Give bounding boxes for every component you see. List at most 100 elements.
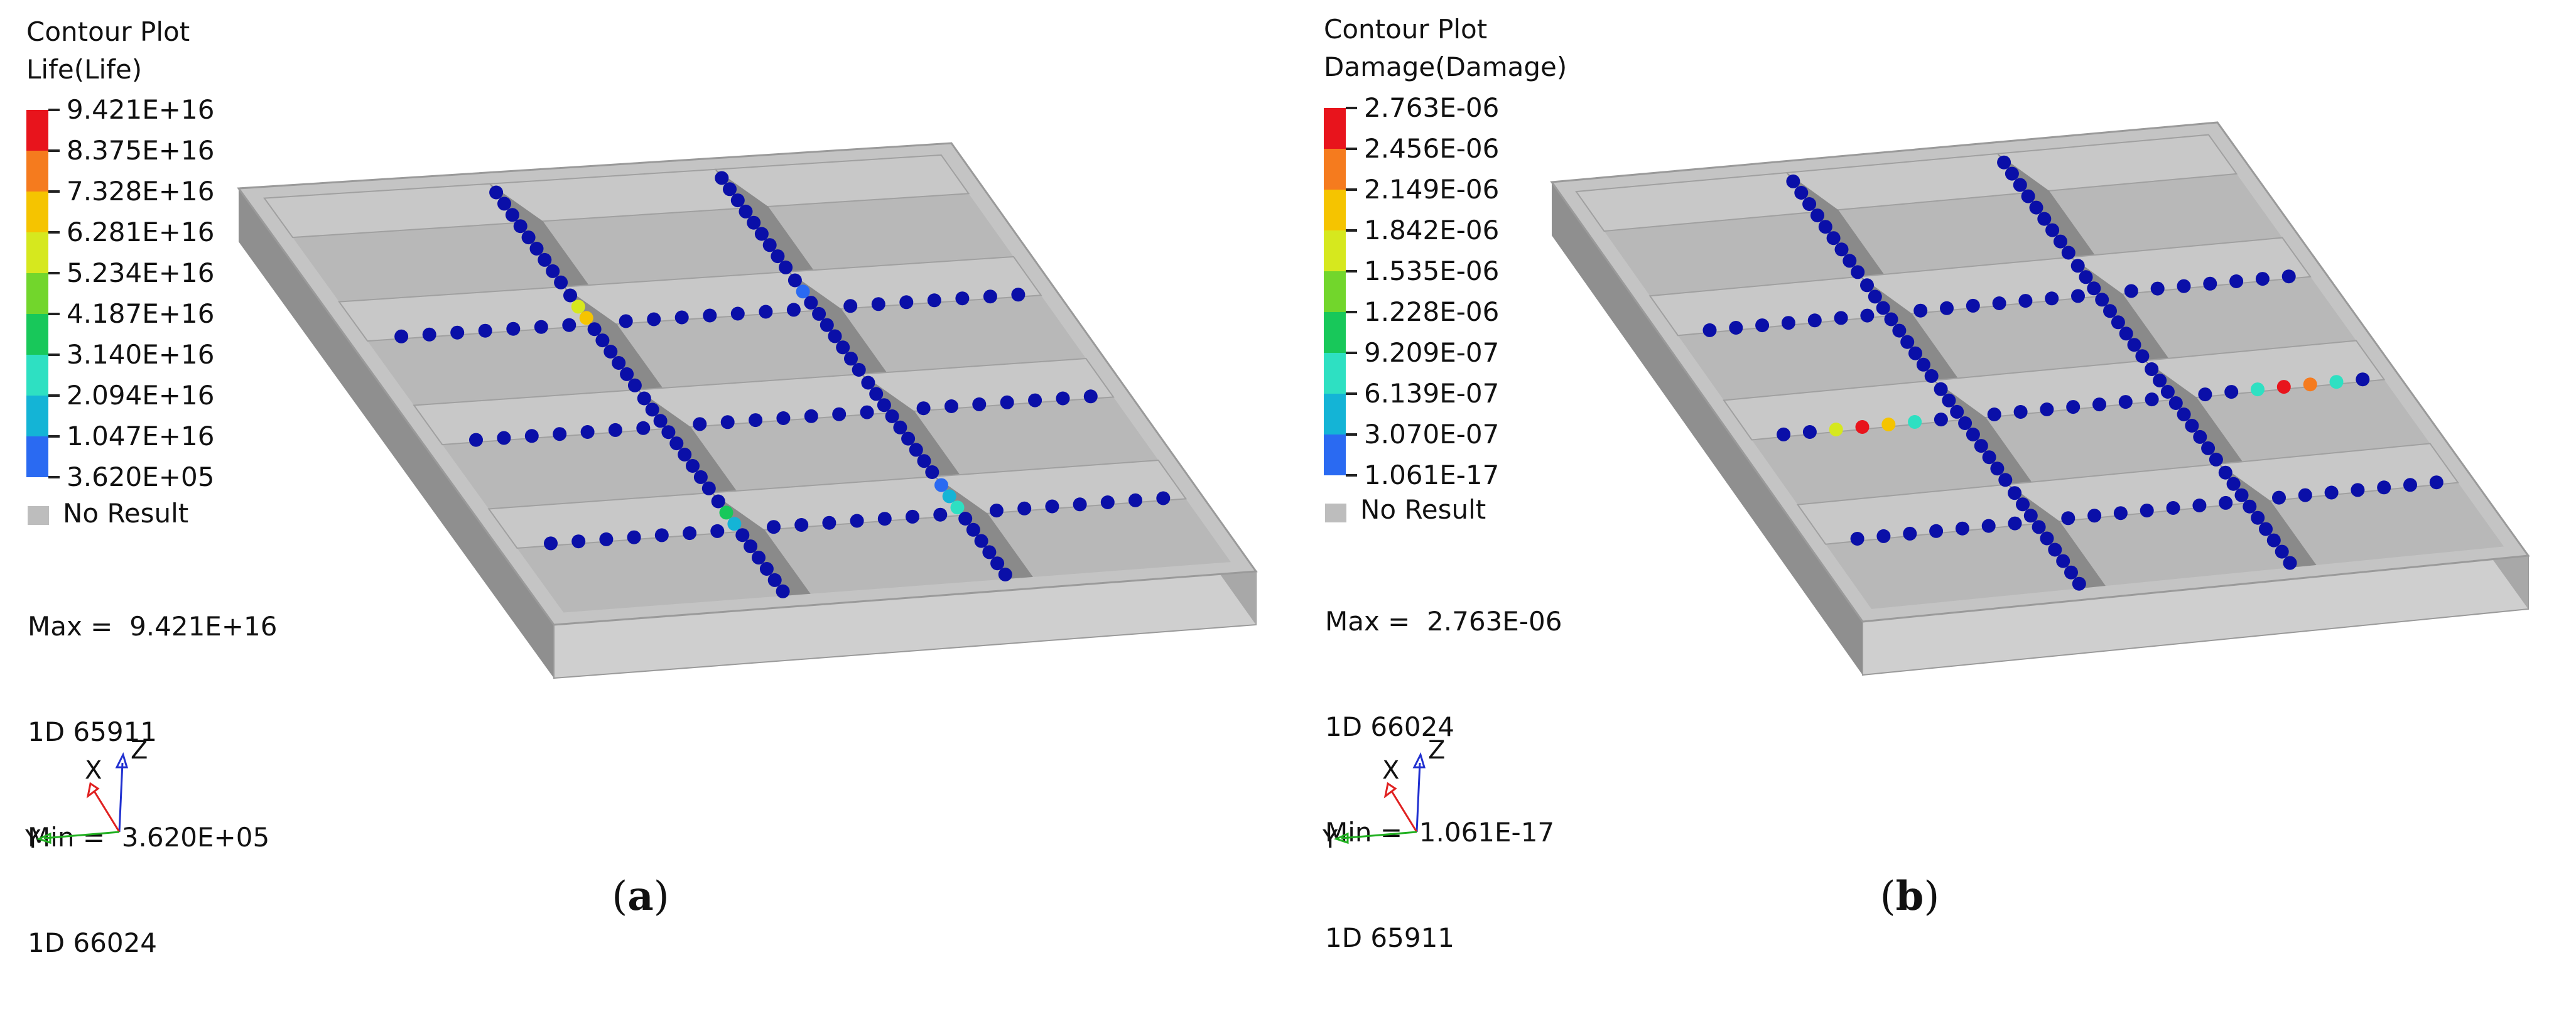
weld-node [974, 534, 988, 548]
legend-tick [1346, 311, 1357, 313]
weld-node [2276, 380, 2291, 394]
no-result-swatch [1325, 504, 1346, 522]
min-element: 1D 66024 [28, 927, 158, 958]
legend-swatch [26, 396, 48, 436]
weld-node [2072, 576, 2086, 591]
weld-node [2351, 483, 2365, 497]
weld-node [2160, 385, 2175, 399]
legend-swatch [26, 192, 48, 232]
weld-node [1045, 499, 1059, 514]
weld-node [1916, 357, 1930, 372]
legend-row: 6.139E-07 [1324, 378, 1613, 435]
panel-b: Contour Plot Damage(Damage) 2.763E-06 2.4… [1288, 0, 2576, 955]
legend-tick [1346, 392, 1357, 395]
weld-node [776, 411, 791, 425]
legend-swatch [26, 273, 48, 314]
weld-node [701, 481, 716, 495]
weld-node [2095, 293, 2109, 307]
weld-node [2037, 212, 2052, 226]
weld-node [1702, 323, 1717, 337]
weld-node [1860, 308, 1875, 323]
weld-node [767, 520, 781, 534]
y-axis-label: Y [25, 825, 41, 854]
legend-tick [48, 435, 60, 438]
plot-title: Contour Plot [1324, 14, 1488, 45]
weld-node [972, 397, 987, 411]
weld-node [2266, 533, 2281, 548]
z-axis-label: Z [1428, 736, 1445, 765]
tray-model-b [1550, 121, 2530, 676]
weld-node [2281, 269, 2296, 284]
legend-swatch [1324, 230, 1346, 271]
y-axis-label: Y [1323, 825, 1338, 854]
weld-node [497, 431, 511, 445]
weld-node [1934, 382, 1948, 396]
weld-node [538, 252, 552, 267]
legend-row: 3.140E+16 [26, 339, 315, 396]
weld-node [735, 528, 750, 542]
legend-swatch [1324, 312, 1346, 353]
weld-node [901, 431, 916, 446]
weld-node [759, 562, 774, 576]
legend-row: 2.149E-06 [1324, 174, 1613, 230]
weld-node [513, 219, 528, 234]
figure-caption-a: (a) [612, 873, 669, 920]
legend-tick [48, 313, 60, 315]
weld-node [1950, 404, 1964, 419]
weld-node [1924, 369, 1939, 383]
weld-node [786, 303, 801, 317]
weld-node [422, 327, 436, 342]
panel-a: Contour Plot Life(Life) 9.421E+16 8.375E+… [0, 0, 1288, 958]
weld-node [2103, 304, 2117, 318]
y-axis-arrow [1341, 831, 1417, 839]
weld-node [1056, 391, 1070, 406]
weld-node [730, 193, 745, 208]
weld-node [955, 291, 970, 306]
weld-node [2255, 272, 2270, 286]
x-axis-label: X [85, 756, 102, 785]
legend-row: 7.328E+16 [26, 176, 315, 232]
legend-swatch [26, 110, 48, 151]
weld-node [2111, 315, 2125, 330]
weld-node [899, 295, 914, 310]
weld-node [2064, 565, 2078, 580]
weld-node [796, 284, 810, 299]
weld-node [2403, 478, 2417, 492]
weld-node [1868, 289, 1882, 304]
weld-node [2040, 531, 2054, 546]
weld-node [529, 242, 544, 256]
legend-swatch [1324, 394, 1346, 435]
weld-node [2045, 291, 2059, 306]
weld-node [1958, 416, 1973, 430]
weld-node [653, 414, 668, 428]
legend-tick [48, 149, 60, 152]
weld-node [1156, 491, 1171, 505]
weld-node [2168, 396, 2183, 410]
weld-node [683, 526, 697, 541]
legend-tick [1346, 433, 1357, 436]
weld-node [619, 314, 633, 328]
weld-node [524, 429, 539, 443]
weld-node [2018, 294, 2033, 308]
weld-node [521, 230, 536, 245]
legend-swatch [26, 436, 48, 477]
weld-node [2013, 178, 2027, 192]
weld-node [771, 249, 785, 264]
max-element: 1D 65911 [28, 716, 158, 747]
weld-node [850, 514, 864, 528]
legend-row: 9.421E+16 [26, 94, 315, 151]
legend-label: 2.763E-06 [1364, 92, 1500, 123]
legend-tick [48, 272, 60, 274]
weld-node [2013, 405, 2028, 419]
weld-node [489, 185, 504, 200]
legend-swatch [1324, 353, 1346, 394]
weld-node [1781, 316, 1795, 330]
weld-node [1876, 529, 1891, 543]
legend-row: 9.209E-07 [1324, 337, 1613, 394]
legend-label: 9.421E+16 [67, 94, 215, 125]
weld-node [627, 530, 641, 544]
z-axis-arrow [1415, 762, 1421, 833]
weld-node [804, 296, 818, 310]
weld-node [927, 293, 941, 308]
weld-node [571, 300, 585, 314]
